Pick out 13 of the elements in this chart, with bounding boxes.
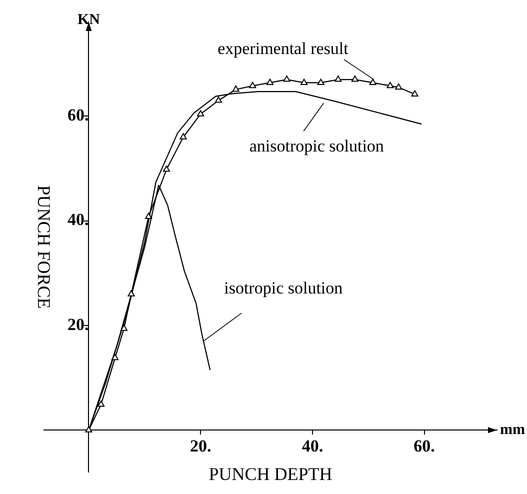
y-tick-label: 20. (67, 314, 89, 334)
text: mm (500, 422, 526, 438)
annotation: anisotropic solution (249, 136, 384, 156)
y-tick-label: 60. (67, 106, 89, 125)
x-axis-title: PUNCH DEPTH (208, 464, 332, 484)
x-tick-label: 40. (302, 436, 324, 456)
y-axis-title: PUNCH FORCE (34, 185, 54, 309)
x-tick-label: 60. (414, 436, 435, 456)
annotation: KN (77, 12, 100, 28)
annotation: experimental result (218, 39, 349, 58)
annotation: isotropic solution (224, 278, 344, 298)
y-tick-label: 40. (67, 210, 89, 230)
x-tick-label: 20. (190, 436, 212, 456)
